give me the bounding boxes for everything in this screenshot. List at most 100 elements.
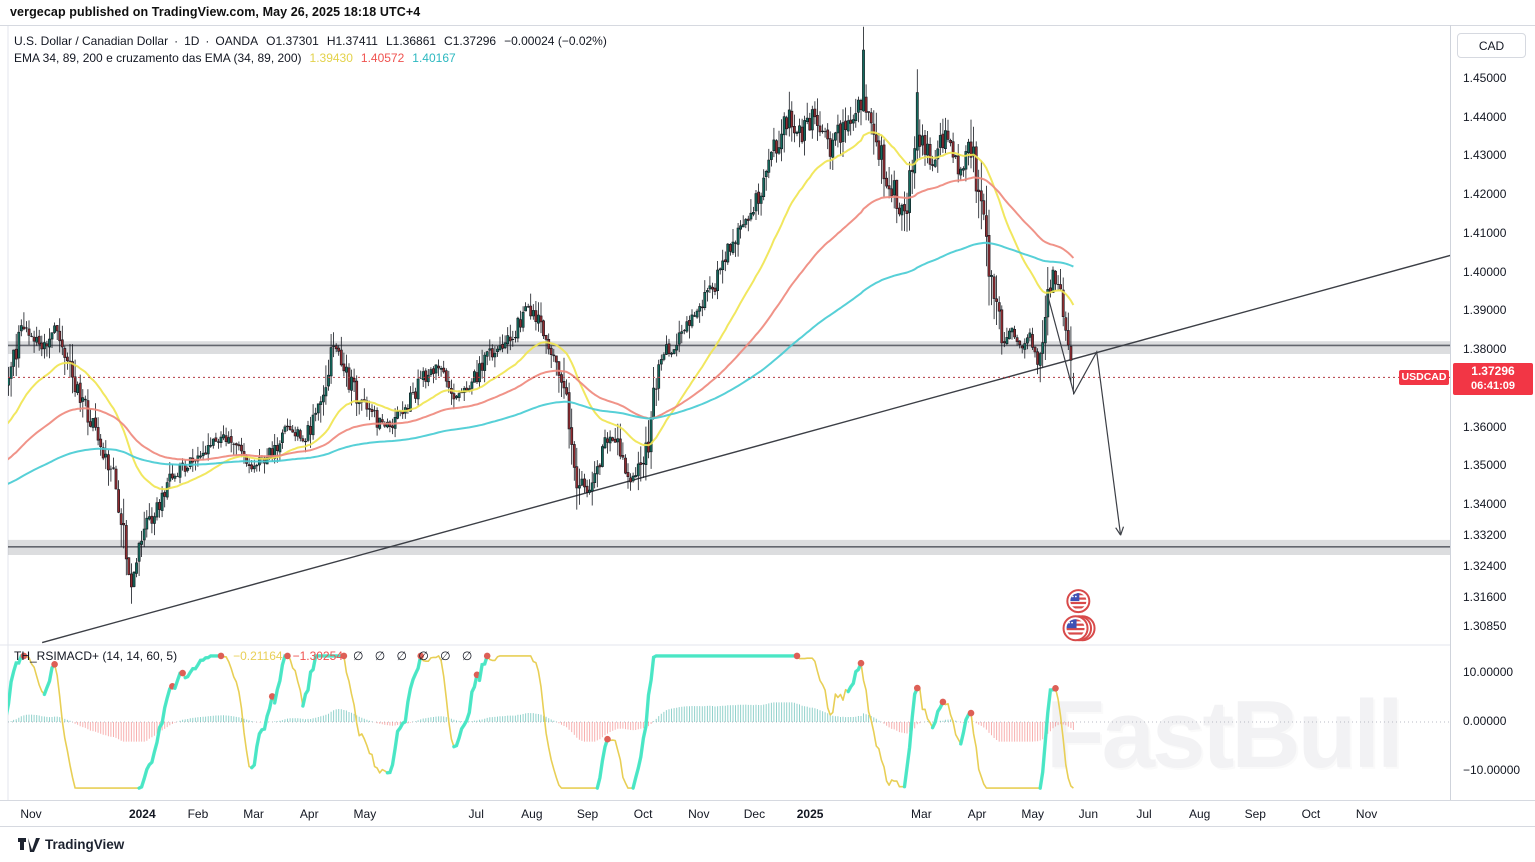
ema-label[interactable]: EMA 34, 89, 200 e cruzamento das EMA (34… (14, 51, 302, 65)
price-axis[interactable]: CAD 1.37296 06:41:09 1.45000 1.44000 1.430… (1450, 25, 1535, 827)
tradingview-logo-text: TradingView (45, 836, 125, 852)
price-axis-tick: 1.40000 (1463, 264, 1507, 279)
header-divider (0, 25, 1535, 26)
ohlc-change: −0.00024 (−0.02%) (504, 34, 607, 48)
time-axis-label: May (353, 807, 377, 821)
ascending-trendline (41, 254, 1450, 644)
indicator-trend-segment (42, 662, 57, 697)
ohlc-open: O1.37301 (266, 34, 319, 48)
tradingview-logo[interactable]: TradingView (18, 836, 124, 852)
price-axis-tick: 1.44000 (1463, 109, 1507, 124)
indicator-pivot-dot (340, 652, 348, 660)
indicator-pivot-dot (1052, 685, 1059, 692)
indicator-trend-segment (595, 737, 610, 790)
indicator-empty-values: ∅ ∅ ∅ ∅ ∅ ∅ (352, 649, 477, 663)
time-axis-label: Jun (1078, 807, 1099, 821)
time-axis-label: Mar (243, 807, 264, 821)
projection-arrowhead (1115, 526, 1125, 536)
time-axis-label: Aug (521, 807, 543, 821)
time-axis-label: Jul (468, 807, 484, 821)
indicator-pivot-dot (284, 652, 291, 660)
indicator-trend-segment (183, 654, 223, 680)
price-axis-tick: 1.31600 (1463, 589, 1507, 604)
indicator-pivot-dot (914, 684, 921, 692)
indicator-pivot-dot (20, 652, 28, 660)
price-zone (8, 341, 1450, 354)
separator-dot: · (174, 34, 179, 48)
fastbull-watermark: FastBull (1046, 681, 1404, 788)
price-axis-tick: 1.33200 (1463, 528, 1507, 542)
last-price-axis-label: 1.37296 06:41:09 (1453, 363, 1533, 396)
price-axis-tick: 1.39000 (1463, 303, 1507, 318)
ema-value-mid: 1.40572 (360, 51, 405, 65)
symbol-legend[interactable]: U.S. Dollar / Canadian Dollar · 1D · OAN… (14, 34, 607, 48)
time-axis[interactable]: Nov 2024 Feb Mar Apr May Jul Aug Sep Oct Nov Dec 202… (0, 800, 1535, 827)
interval-label[interactable]: 1D (184, 34, 200, 48)
price-axis-tick: 1.34000 (1463, 497, 1507, 512)
indicator-title[interactable]: TH_RSIMACD+ (14, 14, 60, 5) (14, 649, 178, 663)
time-axis-label: Mar (911, 807, 932, 821)
ema-200-line (8, 241, 1074, 485)
time-axis-label: Nov (688, 807, 710, 821)
indicator-legend[interactable]: TH_RSIMACD+ (14, 14, 60, 5) −0.21164 −1.… (14, 649, 476, 663)
indicator-trend-segment (250, 694, 274, 770)
time-axis-label: Aug (1188, 807, 1211, 821)
indicator-pivot-dot (268, 693, 276, 700)
indicator-axis-tick: −10.00000 (1463, 763, 1521, 777)
indicator-trend-segment (930, 700, 945, 730)
time-axis-label: Oct (1301, 807, 1321, 821)
indicator-value-yellow: −0.21164 (233, 649, 283, 663)
time-axis-label: Nov (1355, 807, 1378, 821)
price-axis-tick: 1.30850 (1463, 619, 1507, 634)
indicator-axis-tick: 10.00000 (1463, 665, 1514, 679)
price-axis-tick: 1.35000 (1463, 458, 1507, 473)
projection-arrow-line (1047, 295, 1122, 536)
time-axis-label: Nov (20, 807, 42, 821)
main-chart-canvas[interactable] (0, 0, 1450, 827)
indicator-pivot-dot (939, 698, 947, 706)
ema-89-line (8, 176, 1075, 461)
tradingview-logo-icon (18, 838, 40, 852)
ema-value-fast: 1.39430 (309, 51, 353, 65)
up-candles (8, 49, 1060, 587)
last-price-symbol-tag: USDCAD (1399, 369, 1449, 385)
indicator-pivot-dot (967, 709, 975, 717)
time-axis-label: Oct (633, 807, 653, 821)
time-axis-label: Jul (1136, 807, 1152, 821)
published-note: vergecap published on TradingView.com, M… (10, 5, 421, 19)
time-axis-label: Sep (1244, 807, 1266, 821)
time-axis-label: Dec (743, 807, 766, 821)
indicator-trend-segment (959, 711, 973, 746)
separator-dot: · (205, 34, 210, 48)
indicator-histogram-negative (72, 722, 1074, 742)
indicator-trend-segment (452, 673, 479, 749)
last-price-value: 1.37296 (1471, 364, 1515, 379)
bar-countdown: 06:41:09 (1470, 380, 1516, 393)
price-axis-tick: 1.36000 (1463, 419, 1507, 434)
time-axis-label: Apr (299, 807, 319, 821)
time-axis-label: 2024 (128, 807, 156, 821)
ohlc-close: C1.37296 (444, 34, 497, 48)
indicator-pivot-dot (483, 652, 491, 660)
indicator-trend-segment (301, 654, 346, 708)
indicator-trend-segment (846, 661, 863, 694)
price-axis-tick: 1.41000 (1463, 225, 1507, 240)
footer-bar: TradingView (0, 828, 1535, 862)
exchange-label[interactable]: OANDA (215, 34, 259, 48)
time-axis-label: Sep (576, 807, 599, 821)
currency-toggle-button[interactable]: CAD (1457, 33, 1526, 58)
indicator-pivot-dot (217, 652, 225, 660)
ema-34-line (8, 131, 1075, 491)
indicator-trend-segment (902, 686, 919, 789)
us-flag-event-icon (1062, 615, 1096, 642)
ema-legend[interactable]: EMA 34, 89, 200 e cruzamento das EMA (34… (14, 51, 456, 65)
indicator-pivot-dot (417, 652, 425, 660)
symbol-title[interactable]: U.S. Dollar / Canadian Dollar (14, 34, 169, 48)
indicator-pivot-dot (51, 661, 58, 668)
price-axis-tick: 1.45000 (1463, 71, 1507, 85)
time-axis-label: Feb (187, 807, 209, 821)
indicator-axis-tick: 0.00000 (1463, 714, 1507, 728)
indicator-pivot-dot (857, 659, 865, 667)
price-axis-tick: 1.38000 (1463, 342, 1507, 357)
